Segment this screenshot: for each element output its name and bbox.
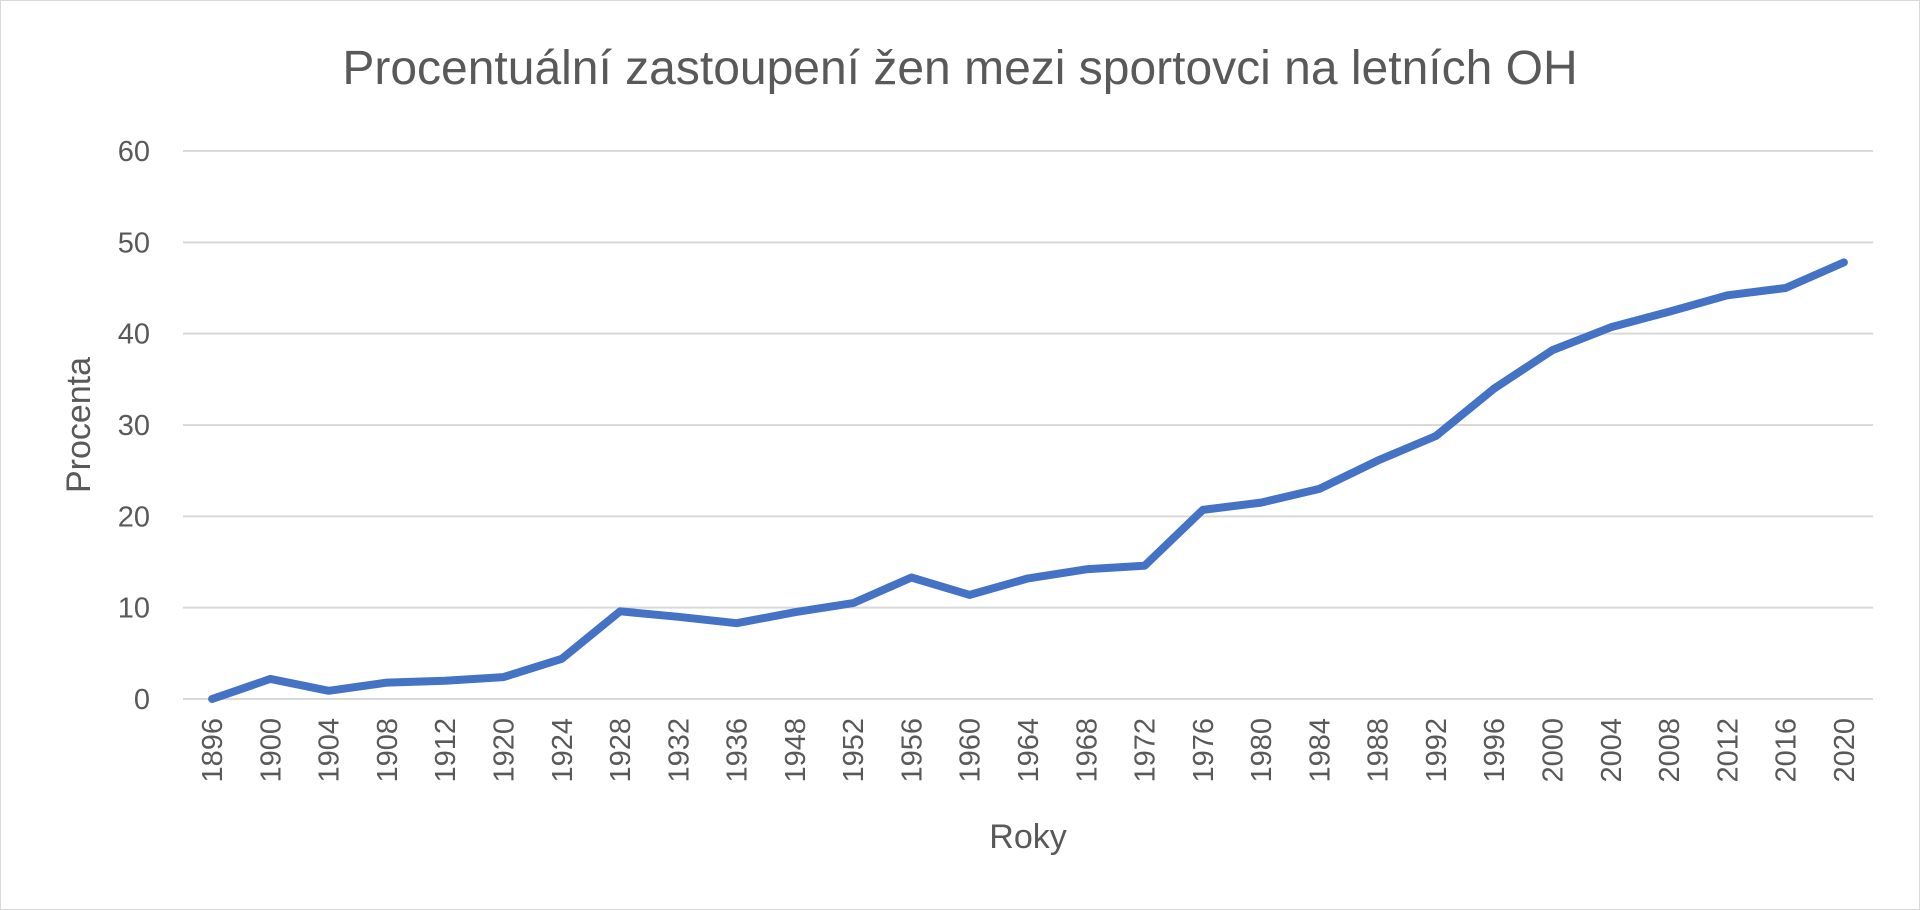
x-tick-label: 1928	[605, 718, 637, 783]
data-point	[1493, 387, 1496, 390]
x-tick-label: 1964	[1013, 718, 1045, 783]
x-tick-label: 1912	[430, 718, 462, 783]
x-tick-label: 2020	[1829, 718, 1861, 783]
x-tick-label: 1908	[372, 718, 404, 783]
x-tick-label: 1920	[489, 718, 521, 783]
data-point	[1784, 287, 1787, 289]
data-point	[1201, 508, 1204, 511]
data-point	[1260, 501, 1263, 504]
data-point	[1668, 310, 1671, 313]
data-point	[1609, 326, 1612, 329]
x-tick-label: 1896	[197, 718, 229, 783]
x-tick-label: 1948	[780, 718, 812, 783]
x-tick-label: 1980	[1246, 718, 1278, 783]
y-tick-label: 0	[134, 684, 150, 716]
data-point	[735, 622, 738, 625]
data-point	[385, 681, 388, 684]
x-tick-label: 1960	[955, 718, 987, 783]
data-point	[269, 677, 272, 680]
x-tick-label: 1904	[314, 718, 346, 783]
y-tick-label: 60	[118, 136, 150, 168]
y-tick-label: 30	[118, 410, 150, 442]
data-point	[327, 689, 330, 692]
data-point	[502, 676, 505, 679]
x-tick-label: 1992	[1421, 718, 1453, 783]
y-tick-label: 40	[118, 319, 150, 351]
y-tick-label: 10	[118, 593, 150, 625]
data-point	[1318, 487, 1321, 490]
data-point	[1842, 261, 1845, 264]
data-point	[211, 698, 214, 700]
data-point	[1143, 564, 1146, 567]
x-tick-label: 1952	[838, 718, 870, 783]
series-group	[208, 258, 1848, 703]
x-tick-label: 1956	[896, 718, 928, 783]
x-tick-label: 1976	[1188, 718, 1220, 783]
x-tick-label: 1924	[547, 718, 579, 783]
chart-title: Procentuální zastoupení žen mezi sportov…	[342, 42, 1577, 95]
x-tick-label: 1996	[1479, 718, 1511, 783]
data-point	[1085, 568, 1088, 571]
x-tick-label: 1968	[1071, 718, 1103, 783]
y-axis-title: Procenta	[60, 357, 98, 493]
x-tick-label: 2008	[1654, 718, 1686, 783]
data-point	[793, 611, 796, 614]
x-tick-label: 1932	[663, 718, 695, 783]
gridlines	[183, 150, 1873, 700]
data-point	[677, 615, 680, 618]
data-point	[1726, 294, 1729, 297]
x-tick-label: 2016	[1771, 718, 1803, 783]
x-tick-label: 1900	[255, 718, 287, 783]
series-line-0	[208, 258, 1848, 703]
x-tick-label: 2000	[1537, 718, 1569, 783]
data-point	[1027, 577, 1029, 580]
y-axis-ticks: 0 10 20 30 40 50 60	[118, 136, 150, 716]
data-point	[444, 679, 447, 682]
x-tick-label: 1984	[1304, 718, 1336, 783]
y-tick-label: 20	[118, 501, 150, 533]
data-point	[968, 593, 971, 596]
data-point	[852, 602, 855, 605]
x-axis-ticks: 1896 1900 1904 1908 1912 1920 1924 1928 1932 1936…	[197, 718, 1861, 783]
data-point	[1376, 459, 1379, 462]
data-point	[560, 657, 563, 660]
x-axis-title: Roky	[989, 818, 1066, 856]
data-point	[1551, 349, 1554, 352]
data-point	[619, 610, 622, 613]
x-tick-label: 2012	[1712, 718, 1744, 783]
x-tick-label: 1936	[722, 718, 754, 783]
y-tick-label: 50	[118, 227, 150, 259]
x-tick-label: 2004	[1596, 718, 1628, 783]
x-tick-label: 1988	[1363, 718, 1395, 783]
data-point	[1434, 434, 1437, 437]
data-point	[910, 576, 913, 579]
x-tick-label: 1972	[1130, 718, 1162, 783]
